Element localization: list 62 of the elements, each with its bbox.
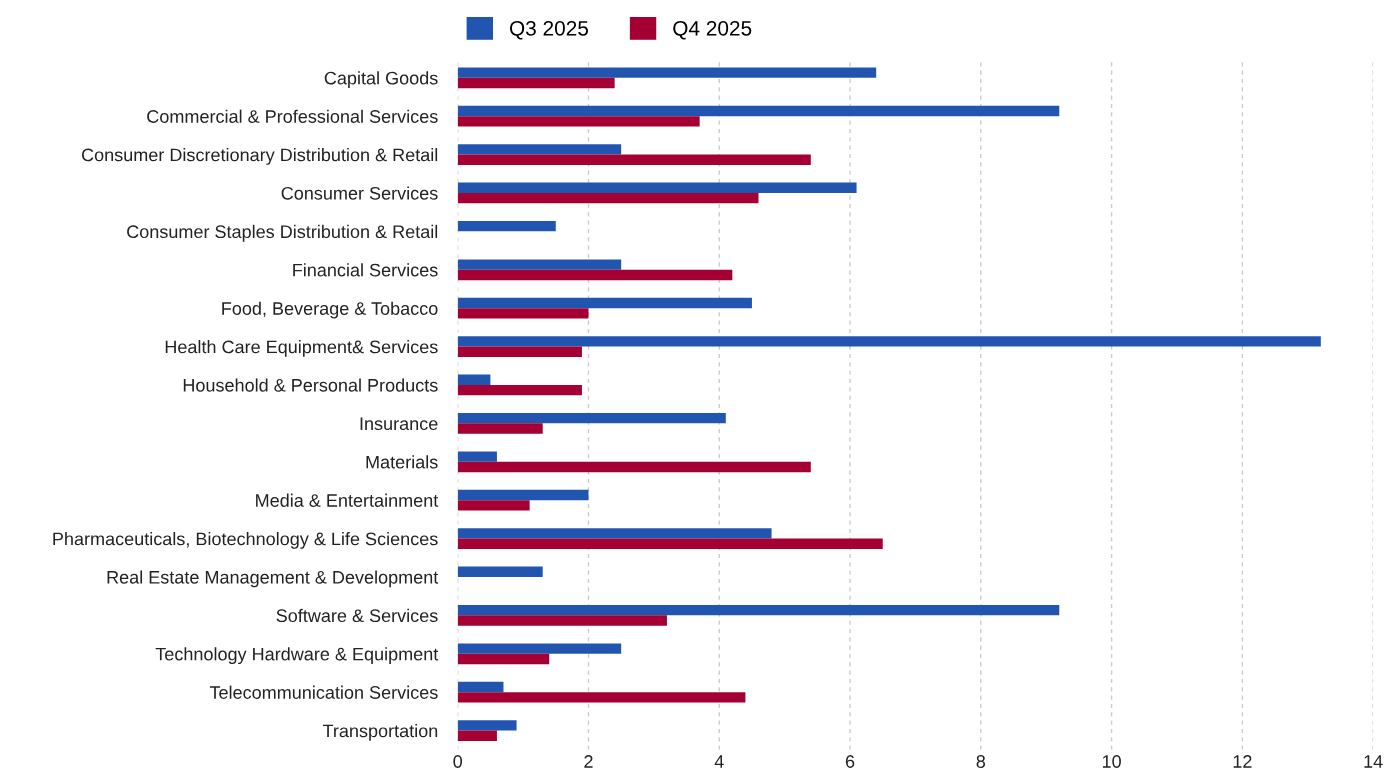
x-tick-label: 8 xyxy=(976,755,986,768)
bar xyxy=(457,144,622,155)
y-tick-label: Financial Services xyxy=(293,263,438,277)
y-tick-label: Consumer Staples Distribution & Retail xyxy=(127,224,438,242)
x-tick-label: 6 xyxy=(845,755,855,768)
bar xyxy=(457,154,811,165)
y-tick-label: Consumer Discretionary Distribution & Retail xyxy=(81,148,438,165)
y-tick-label: Consumer Services xyxy=(281,186,438,200)
x-tick-label: 10 xyxy=(1102,755,1121,768)
y-tick-label: Telecommunication Services xyxy=(209,685,438,699)
bar xyxy=(457,730,497,741)
bar xyxy=(457,692,746,703)
y-tick-label: Real Estate Management & Development xyxy=(107,570,439,588)
bar xyxy=(457,566,543,577)
x-tick-label: 0 xyxy=(453,755,463,768)
x-tick-label: 14 xyxy=(1364,755,1383,768)
bar xyxy=(457,500,530,511)
bar xyxy=(457,720,517,731)
bar xyxy=(457,461,811,473)
bar xyxy=(457,308,589,319)
bar xyxy=(457,259,622,270)
bar xyxy=(457,336,1321,347)
x-tick-label: 2 xyxy=(584,755,593,768)
bar xyxy=(457,297,752,309)
bar xyxy=(457,681,504,693)
bar xyxy=(457,451,497,462)
bar xyxy=(457,221,556,232)
bar xyxy=(457,192,759,204)
bar xyxy=(457,643,622,654)
bar xyxy=(457,374,491,385)
y-tick-label: Food, Beverage & Tobacco xyxy=(222,301,438,319)
x-tick-label: 12 xyxy=(1233,755,1252,768)
bar xyxy=(457,182,857,193)
bar xyxy=(457,269,733,281)
legend-label: Q4 2025 xyxy=(673,20,752,40)
bar xyxy=(457,423,543,434)
bar xyxy=(457,489,589,501)
y-tick-label: Materials xyxy=(366,455,438,469)
bar xyxy=(457,538,883,549)
bar xyxy=(457,615,667,626)
y-tick-label: Household & Personal Products xyxy=(183,378,438,392)
y-tick-label: Media & Entertainment xyxy=(256,493,439,507)
bar xyxy=(457,105,1060,117)
bar xyxy=(457,653,550,665)
y-tick-label: Capital Goods xyxy=(324,71,438,89)
y-tick-label: Transportation xyxy=(322,724,438,741)
bar xyxy=(457,346,582,357)
bar xyxy=(457,77,615,89)
x-tick-label: 4 xyxy=(714,755,724,768)
bar xyxy=(457,384,582,396)
y-tick-label: Health Care Equipment& Services xyxy=(165,340,438,357)
y-tick-label: Software & Services xyxy=(276,608,438,623)
y-tick-label: Insurance xyxy=(360,417,438,431)
y-tick-label: Commercial & Professional Services xyxy=(147,109,438,123)
bar xyxy=(457,116,700,127)
legend-label: Q3 2025 xyxy=(509,20,589,40)
y-tick-label: Technology Hardware & Equipment xyxy=(155,647,439,665)
y-tick-label: Pharmaceuticals, Biotechnology & Life Sciences xyxy=(53,532,438,549)
bar xyxy=(457,528,772,539)
bar xyxy=(457,413,726,424)
bar xyxy=(457,605,1060,616)
bar xyxy=(457,67,877,78)
